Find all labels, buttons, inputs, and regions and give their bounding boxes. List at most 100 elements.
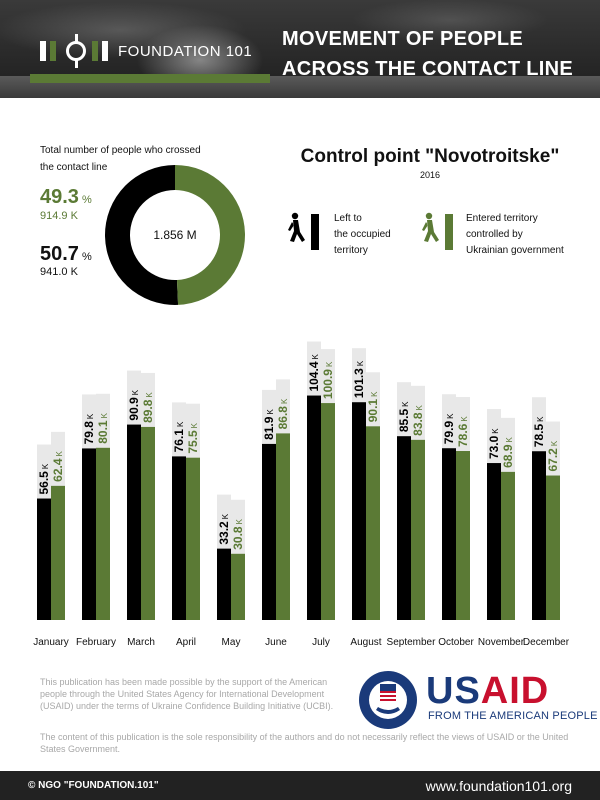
value-label-bg (51, 431, 65, 486)
entered-percent: 49.3% (40, 186, 92, 208)
legend-entered-text: Entered territory controlled by Ukrainia… (466, 213, 564, 256)
walking-person-green-icon (422, 212, 453, 250)
value-label-bg (546, 421, 560, 476)
bar-entered (231, 553, 245, 620)
value-label-bg (127, 370, 141, 425)
value-label-bg (307, 341, 321, 396)
value-label: 79.8K (82, 413, 96, 444)
value-label: 67.2K (546, 440, 560, 471)
bar-left (127, 424, 141, 620)
value-label: 80.1K (96, 412, 110, 443)
bar-entered (501, 471, 515, 620)
walking-person-icon (288, 212, 319, 250)
month-label: May (222, 637, 241, 648)
total-caption: Total number of people who crossed the c… (40, 145, 201, 173)
value-label-bg (96, 393, 110, 448)
value-label: 85.5K (397, 401, 411, 432)
bar-left (217, 548, 231, 620)
bar-entered (276, 433, 290, 620)
bar-entered (456, 451, 470, 620)
value-label: 90.9K (127, 389, 141, 420)
value-label: 78.5K (532, 416, 546, 447)
month-label: November (478, 637, 525, 648)
value-label-bg (231, 499, 245, 554)
month-label: February (76, 637, 116, 648)
bar-left (352, 402, 366, 620)
footer-website-link[interactable]: www.foundation101.org (425, 777, 572, 794)
footer: © NGO "FOUNDATION.101" www.foundation101… (0, 771, 600, 800)
value-label: 76.1K (172, 421, 186, 452)
value-label-bg (186, 403, 200, 458)
logo-ring-icon (66, 34, 86, 68)
value-label: 83.8K (411, 404, 425, 435)
value-label: 79.9K (442, 413, 456, 444)
left-percent: 50.7% (40, 243, 92, 265)
value-label: 33.2K (217, 513, 231, 544)
value-label-bg (321, 349, 335, 404)
value-label: 62.4K (51, 450, 65, 481)
disclaimer-support: This publication has been made possible … (40, 677, 334, 711)
month-label: April (176, 637, 196, 648)
bar-entered (51, 485, 65, 620)
value-label: 86.8K (276, 398, 290, 429)
donut-slice-entered (175, 165, 246, 305)
value-label-bg (442, 394, 456, 449)
value-label-bg (456, 397, 470, 452)
entered-count: 914.9 K (40, 210, 78, 222)
bar-entered (546, 475, 560, 620)
bar-entered (186, 457, 200, 620)
bar-left (172, 456, 186, 620)
value-label: 89.8K (141, 392, 155, 423)
value-label: 30.8K (231, 518, 245, 549)
value-label-bg (532, 397, 546, 452)
bar-left (82, 448, 96, 620)
usaid-seal (359, 671, 417, 729)
bar-entered (366, 426, 380, 620)
value-label: 100.9K (321, 361, 335, 399)
value-label-bg (397, 382, 411, 437)
value-label: 104.4K (307, 354, 321, 392)
value-label-bg (172, 402, 186, 457)
value-label: 78.6K (456, 416, 470, 447)
value-label-bg (366, 372, 380, 427)
value-label: 56.5K (37, 463, 51, 494)
donut-chart: 1.856 M (105, 165, 246, 305)
value-label: 73.0K (487, 428, 501, 459)
donut-slice-left (105, 165, 179, 305)
bar-entered (411, 439, 425, 620)
value-label-bg (352, 348, 366, 403)
month-label: July (312, 637, 330, 648)
bar-left (487, 463, 501, 620)
bar-left (532, 451, 546, 620)
value-label: 81.9K (262, 409, 276, 440)
month-label: January (33, 637, 69, 648)
value-label-bg (82, 394, 96, 449)
bar-left (442, 448, 456, 620)
bar-left (262, 443, 276, 620)
logo-text: FOUNDATION 101 (118, 42, 253, 60)
left-count: 941.0 K (40, 266, 78, 278)
value-label-bg (276, 379, 290, 434)
value-label-bg (37, 444, 51, 499)
value-label: 75.5K (186, 422, 200, 453)
header-stripe (30, 74, 270, 83)
value-label-bg (411, 385, 425, 440)
value-label-bg (501, 417, 515, 472)
control-point-title: Control point "Novotroitske" (300, 146, 560, 167)
value-label-bg (217, 494, 231, 549)
bar-entered (96, 447, 110, 620)
value-label-bg (487, 409, 501, 464)
value-label: 90.1K (366, 391, 380, 422)
month-label: June (265, 637, 287, 648)
footer-copyright: © NGO "FOUNDATION.101" (28, 780, 159, 791)
month-label: August (350, 637, 381, 648)
donut-total-label: 1.856 M (153, 228, 196, 242)
bar-entered (141, 426, 155, 620)
foundation-logo: FOUNDATION 101 (40, 34, 253, 68)
month-label: October (438, 637, 474, 648)
month-label: September (387, 637, 437, 648)
usaid-logo: USAID (426, 670, 550, 712)
value-label-bg (141, 372, 155, 427)
usaid-tagline: FROM THE AMERICAN PEOPLE (428, 710, 598, 722)
